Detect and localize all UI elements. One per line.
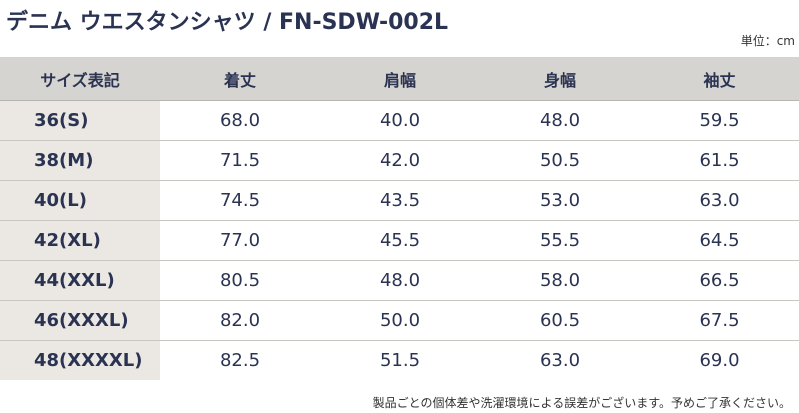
- measure-cell: 77.0: [160, 220, 320, 261]
- column-header: 身幅: [480, 57, 640, 101]
- size-cell: 36(S): [0, 100, 160, 141]
- table-row: 38(M) 71.5 42.0 50.5 61.5: [0, 140, 799, 181]
- column-header: 袖丈: [640, 57, 799, 101]
- measure-cell: 58.0: [480, 260, 640, 301]
- column-header: 着丈: [160, 57, 320, 101]
- table-row: 36(S) 68.0 40.0 48.0 59.5: [0, 100, 799, 141]
- measure-cell: 63.0: [640, 180, 799, 221]
- measure-cell: 43.5: [320, 180, 480, 221]
- size-cell: 38(M): [0, 140, 160, 181]
- size-cell: 46(XXXL): [0, 300, 160, 341]
- size-cell: 44(XXL): [0, 260, 160, 301]
- table-body: 36(S) 68.0 40.0 48.0 59.5 38(M) 71.5 42.0 50.5 61…: [0, 100, 799, 380]
- unit-label: 単位：cm: [740, 34, 795, 48]
- measure-cell: 51.5: [379, 350, 421, 371]
- title: デニム ウエスタンシャツ / FN-SDW-002L: [6, 10, 449, 35]
- table-row: 48(XXXXL) 82.5 51.5 63.0 69.0: [0, 340, 799, 380]
- measure-cell: 67.5: [640, 300, 799, 341]
- measure-cell: 63.0: [539, 350, 581, 371]
- header-row: サイズ表記 着丈 肩幅 身幅 袖丈: [0, 57, 799, 101]
- measure-cell: 66.5: [640, 260, 799, 301]
- measure-cell: 59.5: [640, 100, 799, 141]
- measure-cell: 48.0: [320, 260, 480, 301]
- measure-cell: 40.0: [320, 100, 480, 141]
- footnote: 製品ごとの個体差や洗濯環境による誤差がございます。予めご了承ください。: [372, 396, 791, 410]
- measure-cell: 50.0: [320, 300, 480, 341]
- size-cell: 40(L): [0, 180, 160, 221]
- measure-cell: 82.5: [219, 350, 261, 371]
- size-cell: 48(XXXXL): [0, 340, 160, 380]
- measure-cell: 64.5: [640, 220, 799, 261]
- measure-cell: 82.0: [160, 300, 320, 341]
- measure-cell: 69.0: [699, 350, 740, 371]
- size-table: サイズ表記 着丈 肩幅 身幅 袖丈 36(S) 68.0 40.0 48.0 59.5 38(M)…: [0, 57, 799, 380]
- column-header: 肩幅: [320, 57, 480, 101]
- measure-cell: 60.5: [480, 300, 640, 341]
- measure-cell: 74.5: [160, 180, 320, 221]
- table-row: 40(L) 74.5 43.5 53.0 63.0: [0, 180, 799, 221]
- size-cell: 42(XL): [0, 220, 160, 261]
- table-row: 42(XL) 77.0 45.5 55.5 64.5: [0, 220, 799, 261]
- measure-cell: 42.0: [320, 140, 480, 181]
- measure-cell: 55.5: [480, 220, 640, 261]
- measure-cell: 53.0: [480, 180, 640, 221]
- measure-cell: 80.5: [160, 260, 320, 301]
- measure-cell: 68.0: [160, 100, 320, 141]
- measure-cell: 71.5: [160, 140, 320, 181]
- measure-cell: 45.5: [320, 220, 480, 261]
- measure-cell: 61.5: [640, 140, 799, 181]
- measure-cell: 48.0: [480, 100, 640, 141]
- table-row: 46(XXXL) 82.0 50.0 60.5 67.5: [0, 300, 799, 341]
- table-row: 44(XXL) 80.5 48.0 58.0 66.5: [0, 260, 799, 301]
- column-header: サイズ表記: [0, 57, 160, 101]
- measure-cell: 50.5: [480, 140, 640, 181]
- table-header: サイズ表記 着丈 肩幅 身幅 袖丈: [0, 57, 799, 101]
